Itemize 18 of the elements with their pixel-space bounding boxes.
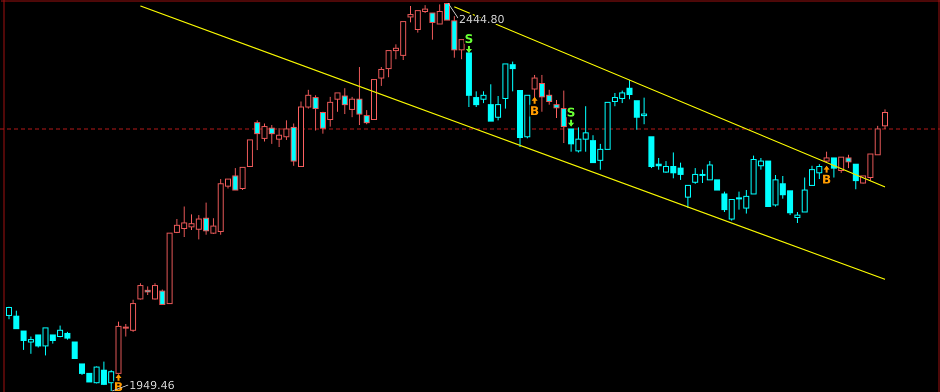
point: [116, 374, 122, 382]
series-label: S: [566, 106, 576, 120]
point: [532, 96, 538, 104]
candlestick: [684, 184, 691, 209]
text: B: [822, 172, 832, 187]
annotation: 1949.46: [129, 379, 175, 392]
point: [568, 120, 574, 127]
candlestick: [802, 177, 808, 212]
point: [824, 166, 830, 173]
candlestick: [378, 66, 384, 86]
candlestick: [852, 164, 859, 190]
candlestick: [824, 151, 830, 164]
candlestick: [72, 342, 78, 359]
text: S: [464, 32, 474, 46]
text: B: [530, 104, 540, 118]
candlestick: [794, 211, 800, 224]
point: [466, 46, 472, 54]
candlestick: [882, 108, 888, 130]
